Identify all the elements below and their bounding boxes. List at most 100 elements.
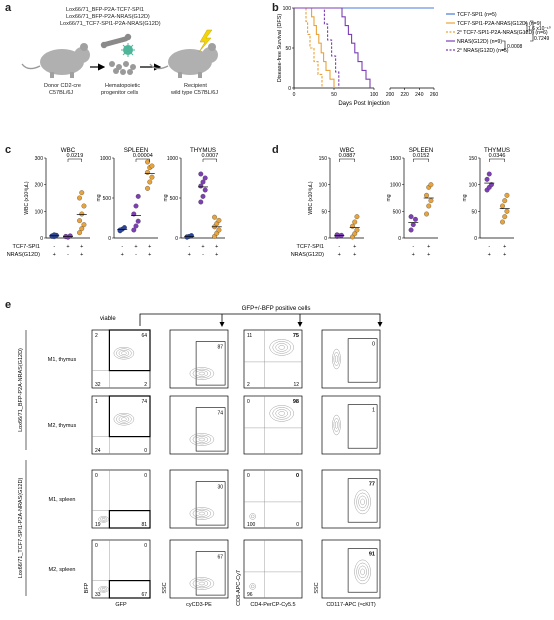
legend-label-3: NRAS(G12D) (n=9) (457, 39, 502, 45)
pval-3: 0.0008 (507, 44, 523, 50)
data-point (188, 233, 194, 239)
cd117-value: 91 (369, 552, 375, 558)
gfp-header: GFP+/-BFP positive cells (242, 305, 311, 312)
contour (269, 405, 294, 422)
legend-label-1: TCF7-SPI1-P2A-NRAS(G12D) (n=9) (457, 21, 542, 27)
sign-c: + (80, 252, 83, 258)
contour (250, 584, 255, 589)
pval-bracket-c2 (202, 158, 217, 162)
sign-c: + (201, 244, 204, 250)
donor-mouse-icon (21, 43, 90, 78)
q3: 33 (95, 592, 101, 598)
data-point (352, 231, 358, 237)
q4: 81 (141, 522, 147, 528)
contour (272, 407, 291, 420)
y-tick-label-c2: 1000 (167, 156, 178, 162)
sign-c: + (215, 252, 218, 258)
data-point (408, 227, 414, 233)
flow-plot (321, 329, 381, 389)
y-axis-label-c0: WBC (x10³/μL) (24, 181, 30, 214)
contour (272, 341, 291, 354)
y-tick-label-d0: 50 (321, 209, 327, 215)
y-tick-label-d1: 500 (393, 209, 402, 215)
gate-box (195, 341, 226, 386)
flow-plot (243, 469, 303, 529)
row-label-e: M1, thymus (48, 357, 77, 363)
data-point (147, 179, 153, 185)
contour (113, 347, 135, 360)
data-point (198, 183, 204, 189)
q1: 0 (247, 473, 250, 479)
y-tick-label-c2: 0 (175, 236, 178, 242)
flow-plot (243, 539, 303, 599)
row-label-c: NRAS(G12D) (7, 252, 40, 258)
chart-title-c0: WBC (61, 147, 76, 154)
gate-box (347, 548, 378, 593)
x-tick-label: 240 (415, 92, 424, 98)
gate-box (347, 338, 378, 383)
x-tick-label: 220 (400, 92, 409, 98)
q2: 75 (293, 333, 299, 339)
contour (195, 510, 209, 517)
data-point (149, 174, 155, 180)
dot-plots: WBC 0 100 200 300 WBC (x10³/μL) 0.0219 SPLEEN 0 5… (7, 147, 514, 258)
contour (100, 517, 108, 522)
cd3-value: 87 (217, 345, 223, 351)
data-point (212, 214, 217, 220)
y-axis-label-c2: mg (163, 194, 169, 201)
pval-bracket-d1 (413, 158, 429, 162)
sign-d: - (338, 244, 340, 250)
y-tick-label-d0: 0 (324, 236, 327, 242)
data-point (198, 171, 204, 177)
pval-label-c2: 0.0007 (201, 153, 218, 159)
contour (116, 348, 132, 358)
construct-1: Lox66/71_BFP-P2A-TCF7-SPI1 (66, 7, 144, 13)
sign-c: - (188, 244, 190, 250)
data-point (77, 195, 82, 201)
y-axis-label-d1: mg (386, 194, 392, 201)
contour (275, 409, 288, 418)
cd3-value: 67 (217, 555, 223, 561)
flow-plot (321, 395, 381, 455)
data-point (500, 203, 505, 209)
panel-letter-e: e (5, 299, 12, 311)
x-tick-label: 0 (293, 92, 296, 98)
x-axis-label-e: CD4-PerCP-Cy5.5 (250, 602, 295, 608)
contour (278, 345, 285, 350)
data-point (504, 208, 510, 214)
y-tick-label-d2: 50 (471, 209, 477, 215)
chart-title-c2: THYMUS (190, 147, 216, 154)
donor-strain-label: C57BL/6J (49, 90, 74, 96)
group1-label: Lox66/71_BFP-P2A-NRAS(G12D) (18, 348, 24, 432)
data-point (484, 176, 490, 182)
gate-box (108, 580, 151, 599)
recipient-label-2: wild type C57BL/6J (171, 90, 219, 96)
pval-2: 0.7249 (534, 36, 550, 42)
sign-d: + (412, 252, 415, 258)
contour (249, 513, 256, 520)
sign-c: - (53, 244, 55, 250)
data-point (428, 182, 434, 188)
data-point (67, 233, 73, 239)
y-axis-label-d0: WBC (x10³/μL) (308, 181, 314, 214)
sign-c: + (148, 252, 151, 258)
bracket-3 (502, 40, 506, 51)
y-axis-label-c1: mg (96, 194, 102, 201)
virus-icon (121, 43, 135, 57)
contour (332, 414, 341, 436)
cd117-value: 1 (372, 408, 375, 414)
gate-box (347, 404, 378, 449)
sign-d: + (353, 244, 356, 250)
construct-2: Lox66/71_BFP-P2A-NRAS(G12D) (66, 14, 150, 20)
q4: 0 (144, 448, 147, 454)
progenitor-cells-icon (109, 61, 136, 75)
contour (333, 352, 340, 366)
contour (195, 436, 209, 443)
row-label-e: M2, thymus (48, 423, 77, 429)
data-point (135, 193, 141, 199)
contour (356, 492, 369, 512)
sign-d: - (488, 244, 490, 250)
y-tick-label-d1: 1500 (390, 156, 401, 162)
sign-d: - (412, 244, 414, 250)
y-tick-label-c0: 0 (40, 236, 43, 242)
